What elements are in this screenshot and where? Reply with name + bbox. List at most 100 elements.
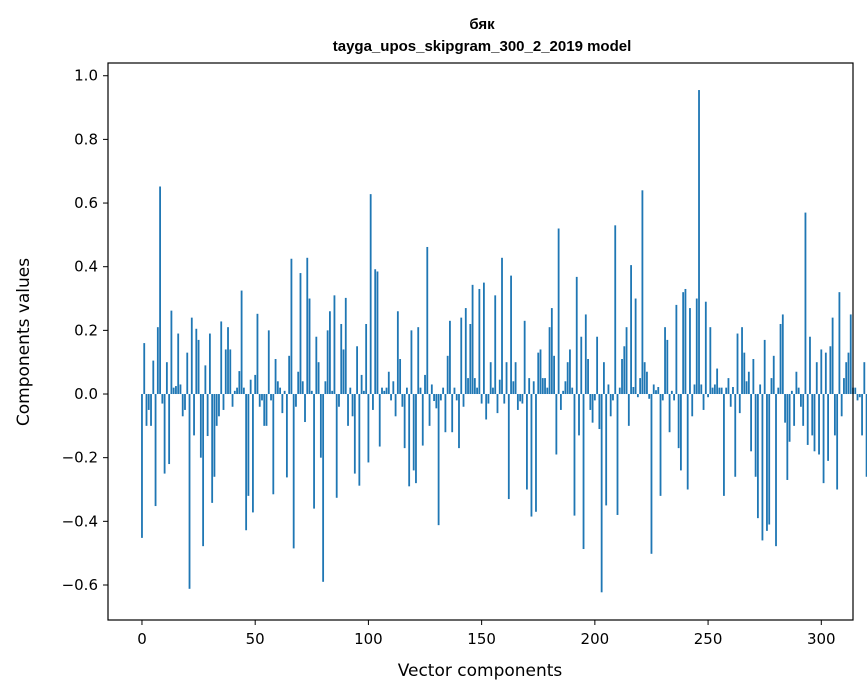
bar xyxy=(252,394,254,513)
bars-group xyxy=(141,90,867,593)
bar xyxy=(338,394,340,407)
bar xyxy=(833,394,836,436)
bar xyxy=(308,298,311,395)
bar xyxy=(766,394,768,531)
bar xyxy=(147,394,150,410)
bar xyxy=(573,394,576,516)
bar xyxy=(548,327,551,395)
bar xyxy=(238,371,241,395)
bar xyxy=(768,394,771,525)
bar xyxy=(510,275,512,395)
bar xyxy=(650,394,653,554)
bar xyxy=(190,317,193,395)
bar xyxy=(378,394,381,447)
bar xyxy=(806,394,809,445)
bar xyxy=(632,387,635,395)
y-tick-label: 0.4 xyxy=(74,258,98,276)
bar xyxy=(231,394,234,407)
bar xyxy=(535,394,537,512)
bar xyxy=(304,394,306,423)
bar xyxy=(161,394,164,404)
bar xyxy=(279,387,282,395)
bar xyxy=(741,327,743,395)
bar xyxy=(202,394,205,547)
bar xyxy=(376,271,379,395)
bar xyxy=(813,394,816,452)
bar xyxy=(686,394,689,490)
bar xyxy=(550,308,553,395)
bar xyxy=(800,394,802,407)
bar xyxy=(797,387,800,395)
bar xyxy=(324,381,327,395)
bar xyxy=(374,269,377,395)
bar xyxy=(492,387,494,395)
bar xyxy=(188,394,191,589)
x-tick-label: 300 xyxy=(807,630,836,648)
bar xyxy=(306,257,309,395)
bar xyxy=(562,390,565,395)
bar xyxy=(777,387,780,395)
bar xyxy=(840,394,843,417)
bar xyxy=(254,374,257,395)
bar xyxy=(372,394,374,410)
bar xyxy=(784,394,786,423)
bar xyxy=(643,362,646,395)
bar xyxy=(702,394,705,410)
bar xyxy=(827,394,829,461)
bar xyxy=(829,346,832,395)
y-axis-label: Components values xyxy=(14,258,34,426)
bar xyxy=(272,394,275,495)
bar xyxy=(781,314,784,395)
bar xyxy=(648,394,651,399)
chart-title: бяк xyxy=(469,16,495,33)
bar xyxy=(487,394,490,404)
bar xyxy=(700,384,703,395)
y-tick-label: 1.0 xyxy=(74,67,98,85)
bar xyxy=(591,394,594,423)
bar xyxy=(693,384,696,395)
bar xyxy=(310,390,313,395)
bar xyxy=(772,355,775,395)
bar xyxy=(222,394,225,410)
bar xyxy=(267,330,270,395)
bar xyxy=(295,394,297,407)
bar xyxy=(270,394,272,401)
bar xyxy=(476,387,479,395)
bar xyxy=(664,327,666,395)
bar xyxy=(589,394,592,410)
bar xyxy=(145,394,148,426)
bar xyxy=(526,394,528,490)
bar xyxy=(675,304,678,395)
bar xyxy=(478,288,481,395)
bar xyxy=(462,394,465,407)
bar xyxy=(482,282,485,395)
bar xyxy=(281,394,284,414)
bar xyxy=(184,394,186,410)
bar xyxy=(537,352,540,395)
bar xyxy=(331,390,334,395)
bar xyxy=(408,394,411,487)
bar xyxy=(496,394,499,414)
y-tick-label: −0.6 xyxy=(62,576,98,594)
bar xyxy=(557,228,560,395)
bar xyxy=(177,333,180,395)
bar xyxy=(276,381,279,395)
bar xyxy=(467,378,469,395)
bar xyxy=(195,328,198,395)
bar xyxy=(627,394,630,426)
bar xyxy=(546,387,549,395)
bar xyxy=(329,311,331,395)
bar xyxy=(843,378,845,395)
bar xyxy=(446,355,449,395)
bar xyxy=(775,394,777,547)
bar xyxy=(761,394,764,541)
bar xyxy=(335,394,338,498)
bar xyxy=(156,327,159,395)
bar xyxy=(661,394,664,401)
bar xyxy=(503,394,506,404)
bar xyxy=(498,379,501,395)
bar xyxy=(584,314,587,395)
bar xyxy=(743,352,746,395)
bar xyxy=(258,394,261,407)
bar xyxy=(285,394,288,478)
